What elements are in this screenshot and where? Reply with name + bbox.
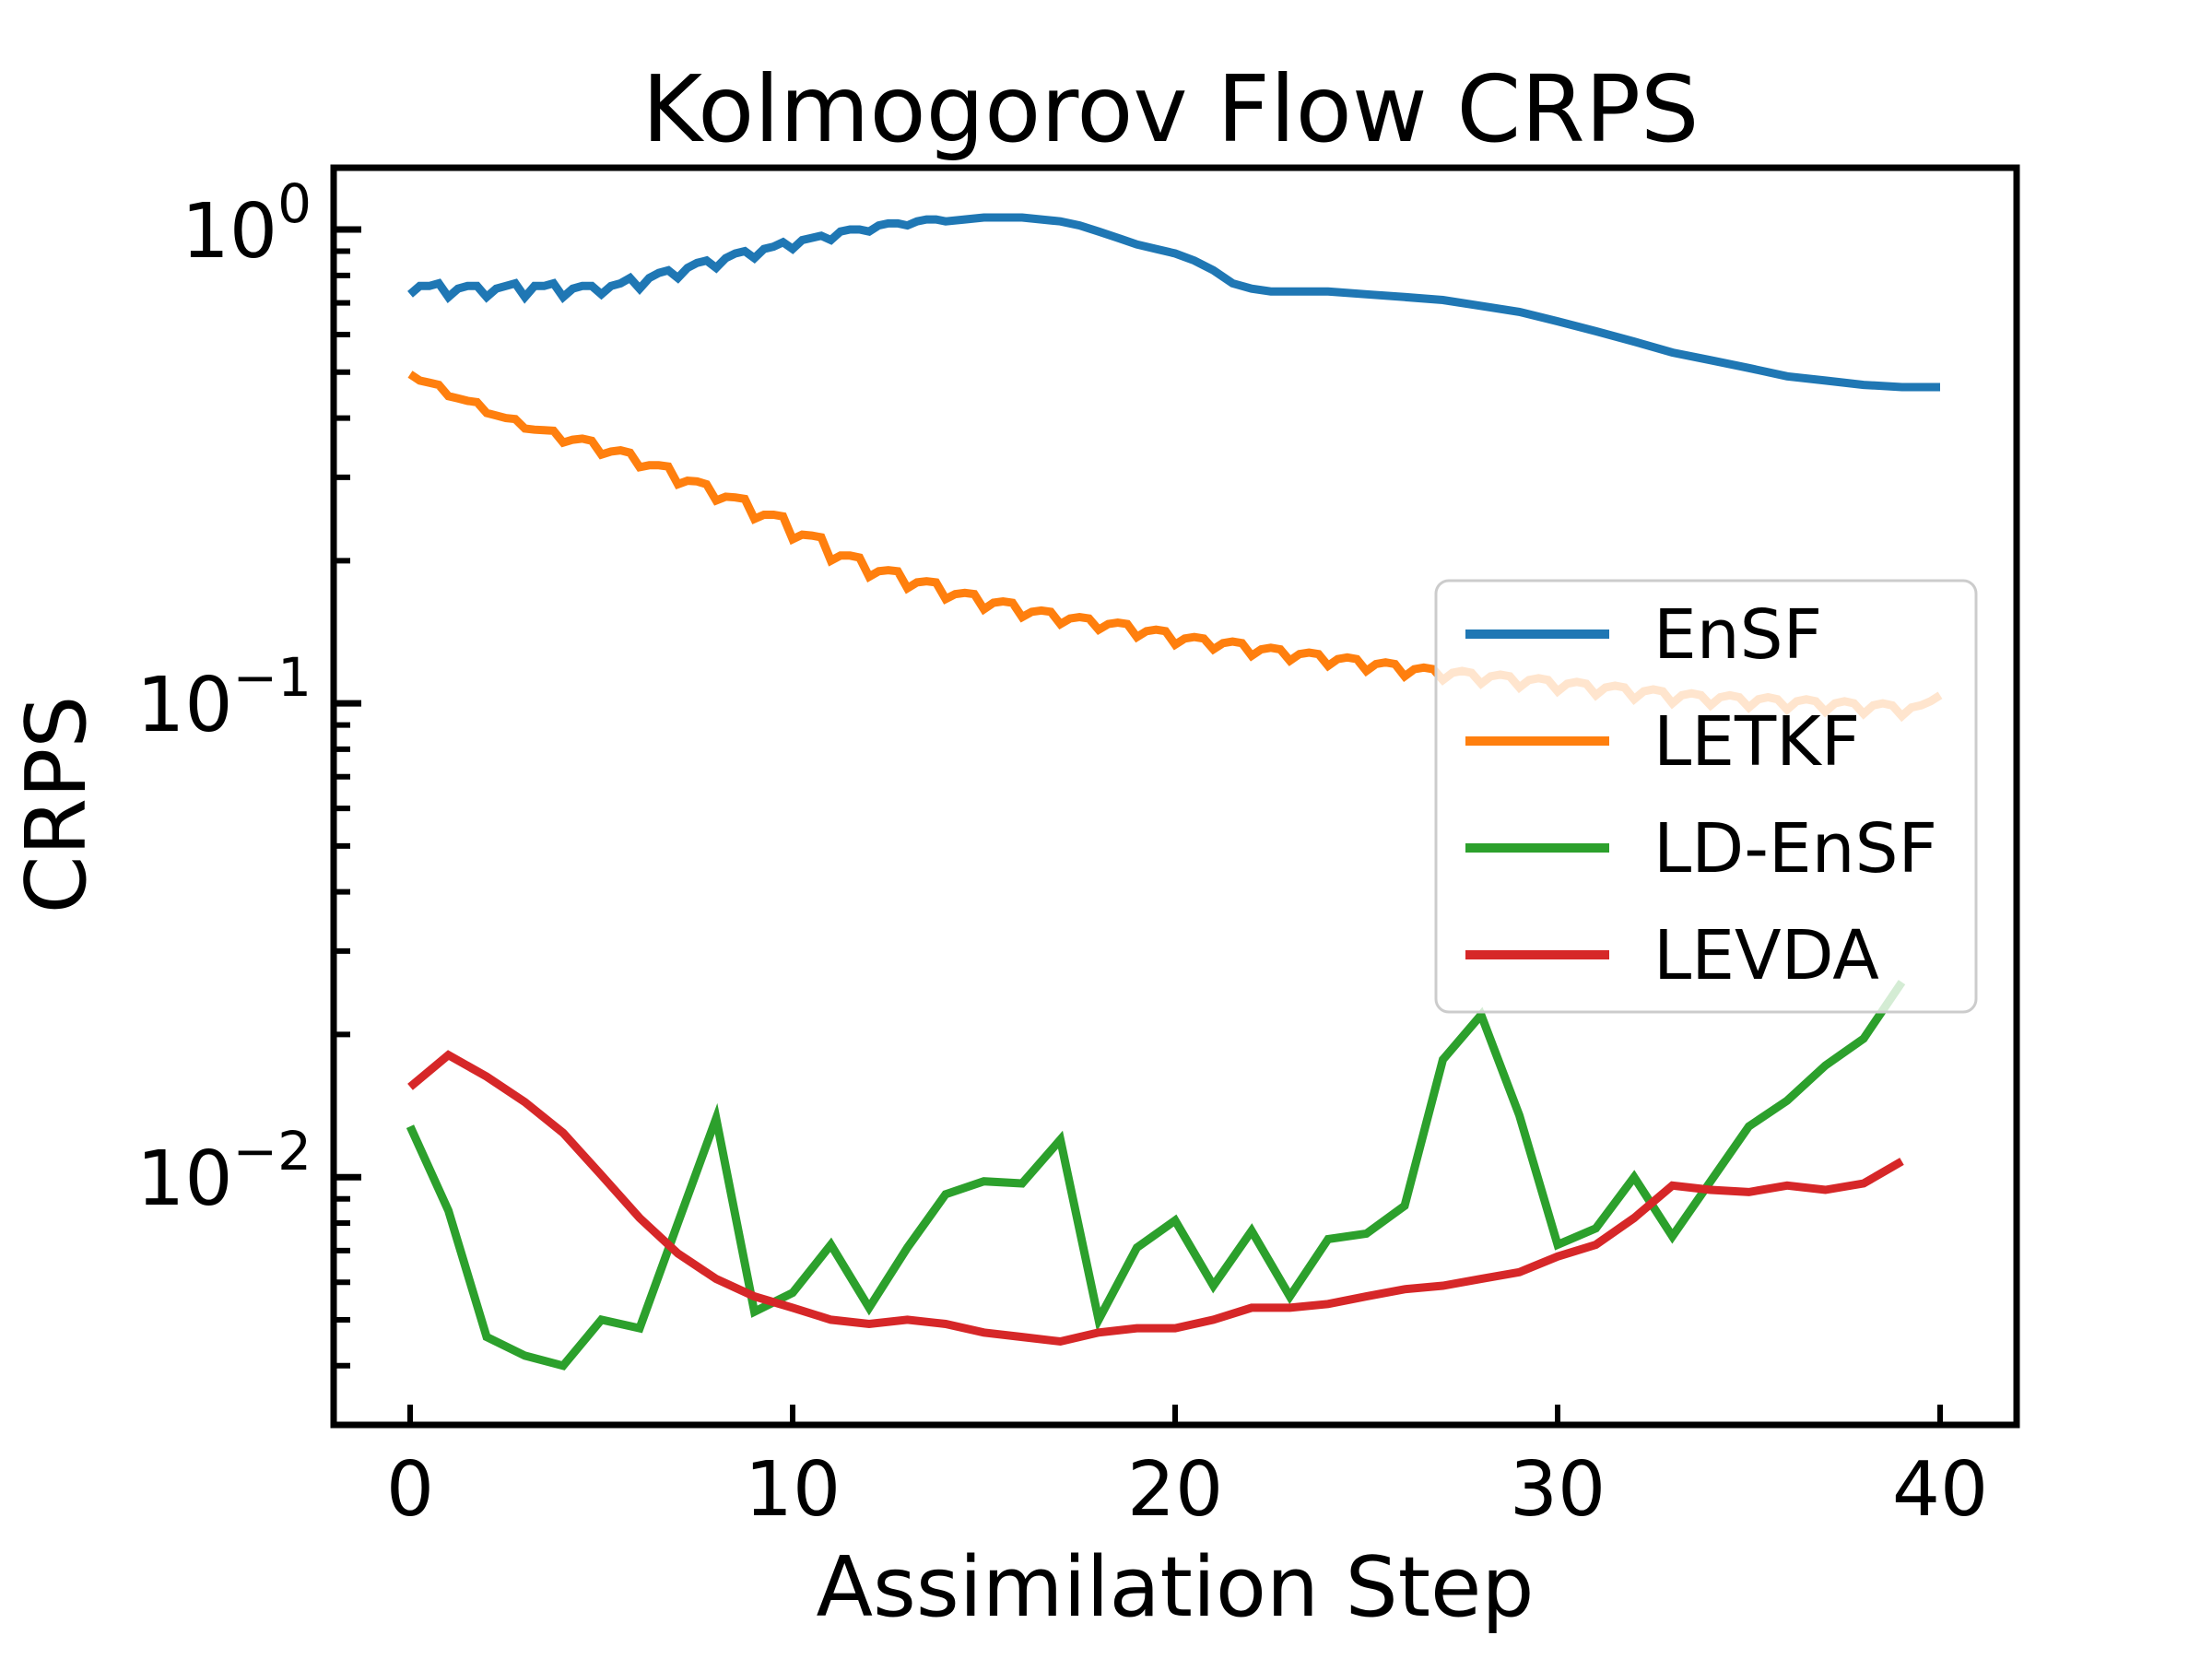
- y-tick-base: 10: [136, 662, 232, 749]
- x-tick-label: 0: [386, 1446, 434, 1534]
- legend-label: LD-EnSF: [1653, 809, 1937, 888]
- y-tick-exponent: −2: [233, 1120, 312, 1182]
- chart-title: Kolmogorov Flow CRPS: [641, 55, 1699, 163]
- legend-label: LETKF: [1653, 702, 1860, 782]
- y-tick-label: 10−2: [136, 1120, 312, 1223]
- plot-area: [406, 213, 1943, 1371]
- y-tick-exponent: 0: [277, 172, 312, 235]
- x-tick-label: 20: [1127, 1446, 1223, 1534]
- x-axis-label: Assimilation Step: [816, 1539, 1534, 1636]
- y-tick-label: 10−1: [136, 646, 312, 749]
- x-tick-label: 10: [745, 1446, 841, 1534]
- y-tick-exponent: −1: [233, 646, 312, 709]
- y-tick-label: 100: [182, 172, 312, 276]
- legend-label: EnSF: [1653, 595, 1822, 675]
- y-axis-label: CRPS: [8, 696, 105, 914]
- legend-box: [1434, 579, 1978, 1014]
- legend-label: LEVDA: [1653, 916, 1879, 995]
- series-line-ensf: [407, 213, 1940, 392]
- y-tick-base: 10: [182, 188, 277, 276]
- x-tick-label: 30: [1510, 1446, 1606, 1534]
- legend: EnSF LETKF LD-EnSF LEVDA: [1434, 579, 1978, 1014]
- series-line-levda: [407, 1050, 1904, 1347]
- x-tick-label: 40: [1892, 1446, 1988, 1534]
- y-tick-base: 10: [136, 1135, 232, 1223]
